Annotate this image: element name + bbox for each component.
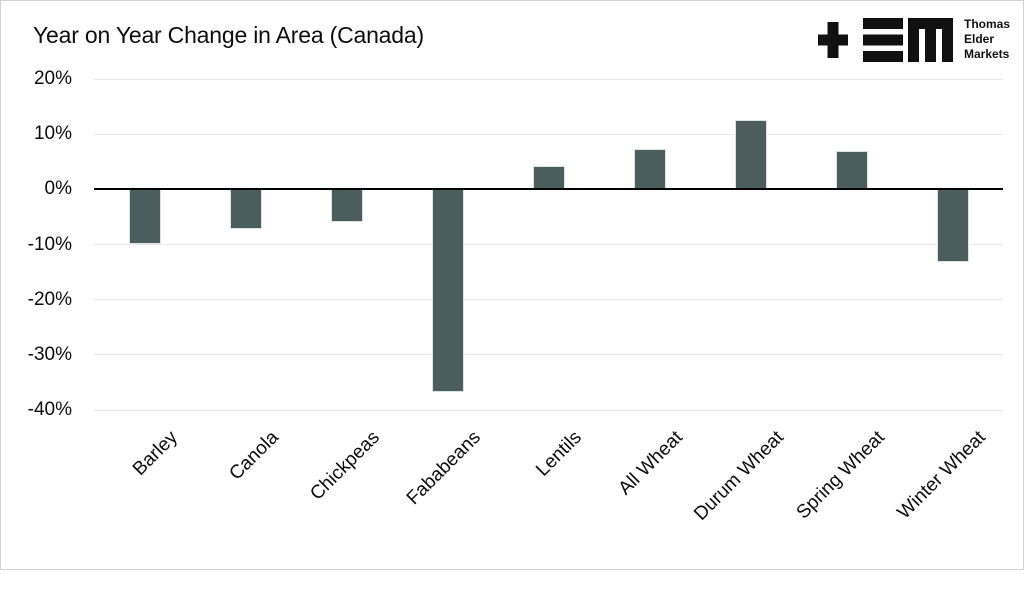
y-axis-tick-label: -40% <box>27 399 72 420</box>
bar-chart: 20% 10% 0% -10% -20% -30% -40% Barley Canola Chic… <box>27 68 1003 525</box>
bar-fababeans <box>431 189 464 393</box>
gridline <box>94 244 1003 245</box>
gridline <box>94 299 1003 301</box>
bar-canola <box>229 189 262 229</box>
bar-barley <box>128 189 161 244</box>
tem-logo: Thomas Elder Markets <box>817 17 1010 62</box>
y-axis-tick-label: -30% <box>27 343 72 365</box>
bar-durum-wheat <box>734 120 767 190</box>
y-axis-tick-label: 0% <box>44 178 72 200</box>
logo-line-2: Elder <box>963 32 994 46</box>
bar-winter-wheat <box>936 189 969 262</box>
tem-logo-text: Thomas Elder Markets <box>964 17 1010 62</box>
gridline <box>94 78 1003 80</box>
x-axis-label-spring-wheat: Spring Wheat <box>792 427 889 524</box>
tem-logo-icon <box>817 17 953 62</box>
x-axis-label-durum-wheat: Durum Wheat <box>689 427 788 525</box>
logo-line-1: Thomas <box>963 17 1010 31</box>
bar-lentils <box>532 166 565 190</box>
x-axis-label-chickpeas: Chickpeas <box>305 427 384 505</box>
y-axis-tick-label: 10% <box>33 123 72 145</box>
logo-line-3: Markets <box>963 47 1010 61</box>
x-axis-label-lentils: Lentils <box>531 427 586 481</box>
gridline <box>94 354 1003 356</box>
y-axis-tick-label: -10% <box>27 233 72 255</box>
chart-frame: Year on Year Change in Area (Canada) Tho… <box>27 17 1010 525</box>
bar-all-wheat <box>633 148 666 190</box>
x-axis-label-all-wheat: All Wheat <box>614 427 687 500</box>
x-axis-label-canola: Canola <box>224 427 283 485</box>
bar-spring-wheat <box>835 151 868 190</box>
chart-title: Year on Year Change in Area (Canada) <box>33 22 424 48</box>
bar-chickpeas <box>330 189 363 222</box>
zero-axis-line <box>94 188 1003 191</box>
gridline <box>94 133 1003 135</box>
x-axis-label-barley: Barley <box>128 427 182 480</box>
y-axis-tick-label: -20% <box>27 288 72 310</box>
gridline <box>94 409 1003 411</box>
x-axis-label-winter-wheat: Winter Wheat <box>893 427 990 524</box>
x-axis-label-fababeans: Fababeans <box>402 427 485 510</box>
y-axis-tick-label: 20% <box>33 68 72 89</box>
